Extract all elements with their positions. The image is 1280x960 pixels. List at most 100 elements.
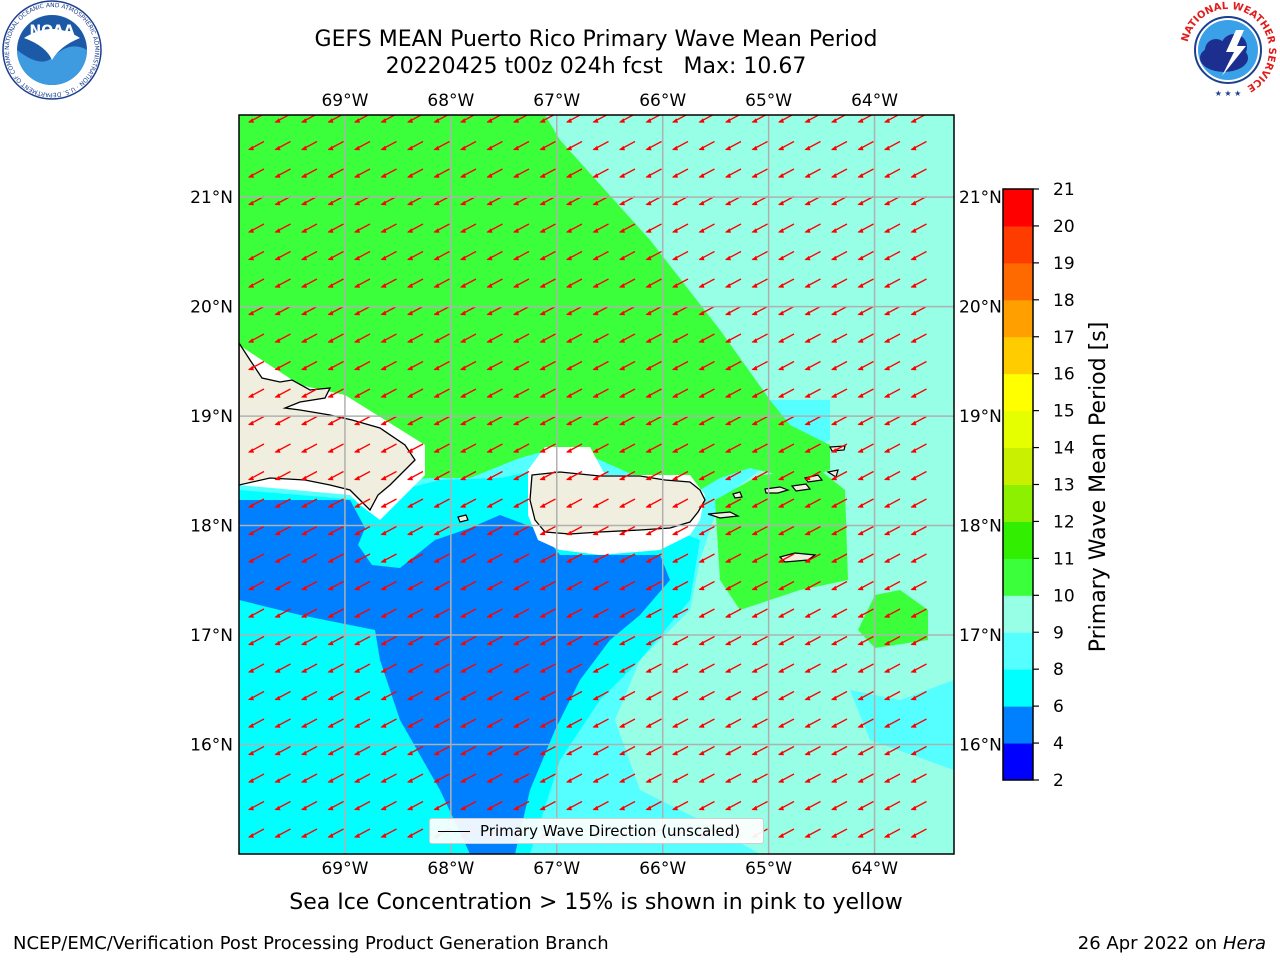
colorbar-tick-label: 14 (1053, 439, 1075, 459)
wave-arrow (884, 415, 901, 426)
vieques-island (707, 511, 741, 519)
wave-arrow (327, 580, 344, 591)
wave-arrow (460, 773, 477, 783)
wave-arrow (751, 718, 768, 728)
wave-arrow (725, 718, 742, 728)
wave-arrow (910, 140, 927, 151)
wave-arrow (804, 608, 821, 618)
wave-arrow (301, 250, 318, 261)
wave-arrow (407, 635, 424, 646)
wave-arrow (910, 388, 927, 398)
wave-arrow (619, 360, 636, 371)
wave-arrow (407, 718, 424, 728)
wave-arrow (619, 525, 636, 536)
wave-arrow (619, 470, 636, 481)
wave-arrow (380, 140, 397, 151)
wave-arrow (354, 525, 371, 536)
wave-arrow (274, 278, 291, 288)
wave-arrow (619, 388, 636, 398)
wave-arrow (380, 223, 397, 233)
wave-arrow (645, 443, 662, 453)
wave-arrow (804, 470, 821, 481)
wave-arrow (407, 360, 424, 371)
wave-arrow (751, 388, 768, 398)
wave-arrow (513, 718, 530, 728)
wave-arrow (460, 525, 477, 536)
wave-arrow (433, 388, 450, 398)
colorbar-swatch (1003, 484, 1033, 522)
lat-tick-label-left: 18°N (190, 517, 233, 537)
colorbar-tick-label: 13 (1053, 476, 1075, 496)
wave-arrow (910, 443, 927, 453)
wave-arrow (884, 800, 901, 811)
wave-arrow (248, 250, 265, 261)
wave-arrow (301, 608, 318, 618)
wave-arrow (778, 223, 795, 233)
wave-arrow (486, 800, 503, 811)
wave-arrow (804, 333, 821, 343)
noaa-logo-icon: NATIONAL OCEANIC AND ATMOSPHERIC ADMINIS… (0, 0, 102, 100)
wave-arrow (433, 745, 450, 756)
virgin-gorda-island (826, 469, 839, 478)
wave-arrow (778, 745, 795, 756)
colorbar-swatch (1003, 410, 1033, 449)
wave-arrow (301, 223, 318, 233)
wave-arrow (354, 553, 371, 563)
wave-arrow (804, 140, 821, 151)
wave-arrow (513, 333, 530, 343)
wave-arrow (725, 223, 742, 233)
wave-arrow (778, 828, 795, 838)
wave-arrow (910, 745, 927, 756)
wave-arrow (380, 773, 397, 783)
wave-arrow (884, 250, 901, 261)
wave-arrow (433, 278, 450, 288)
wave-arrow (645, 745, 662, 756)
wave-arrow (619, 443, 636, 453)
wave-arrow (645, 140, 662, 151)
wave-arrow (354, 333, 371, 343)
wave-arrow (698, 360, 715, 371)
wave-arrow (698, 443, 715, 453)
wave-arrow (884, 828, 901, 838)
wave-arrow (910, 635, 927, 646)
colorbar-swatch (1003, 189, 1033, 227)
wave-arrow (301, 745, 318, 756)
wave-arrow (460, 498, 477, 508)
wave-arrow (884, 745, 901, 756)
wave-arrow (592, 360, 609, 371)
wave-arrow (751, 250, 768, 261)
wave-arrow (619, 223, 636, 233)
wave-arrow (513, 278, 530, 288)
period-contour-4-6 (239, 500, 670, 854)
wave-arrow (274, 388, 291, 398)
wave-arrow (380, 663, 397, 673)
wave-arrow (380, 388, 397, 398)
wave-arrow (486, 663, 503, 673)
wave-arrow (751, 498, 768, 508)
wave-arrow (910, 250, 927, 261)
footer-credit: NCEP/EMC/Verification Post Processing Pr… (13, 933, 609, 954)
wave-arrow (619, 718, 636, 728)
wave-arrow (380, 360, 397, 371)
wave-arrow (831, 635, 848, 646)
wave-arrow (248, 525, 265, 536)
wave-arrow (804, 388, 821, 398)
wave-arrow (725, 140, 742, 151)
wave-arrow (672, 333, 689, 343)
wave-arrow (778, 498, 795, 508)
wave-arrow (698, 663, 715, 673)
wave-arrow (645, 223, 662, 233)
wave-arrow (301, 525, 318, 536)
wave-arrow (857, 278, 874, 288)
wave-arrow (407, 415, 424, 426)
wave-arrow (566, 663, 583, 673)
wave-arrow (486, 745, 503, 756)
wave-arrow (566, 800, 583, 811)
wave-arrow (592, 443, 609, 453)
wave-arrow (645, 278, 662, 288)
wave-arrow (539, 635, 556, 646)
wave-arrow (857, 305, 874, 316)
wave-arrow (301, 305, 318, 316)
wave-arrow (327, 800, 344, 811)
wave-arrow (751, 608, 768, 618)
